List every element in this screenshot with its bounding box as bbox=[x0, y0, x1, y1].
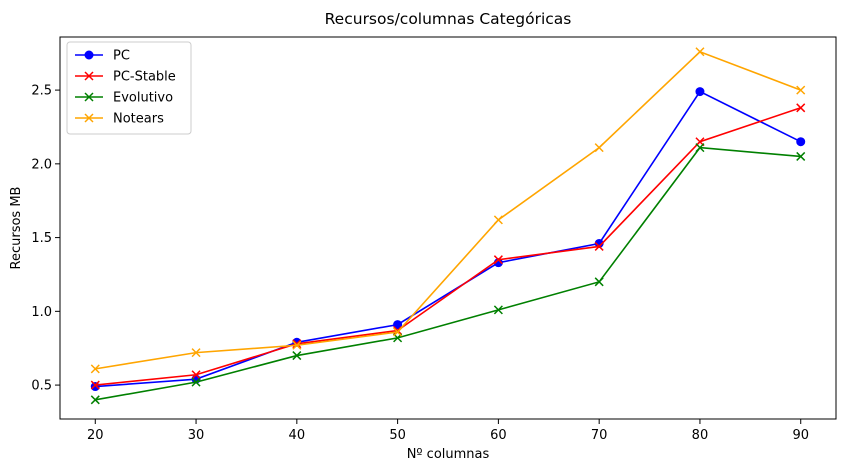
legend-marker bbox=[84, 71, 94, 81]
x-tick-label: 60 bbox=[490, 428, 507, 443]
y-tick-label: 1.5 bbox=[31, 231, 52, 246]
y-tick-label: 2.5 bbox=[31, 84, 52, 99]
x-tick-label: 30 bbox=[188, 428, 205, 443]
x-tick-label: 90 bbox=[792, 428, 809, 443]
legend-marker bbox=[84, 92, 94, 102]
data-point bbox=[90, 364, 100, 374]
data-point bbox=[695, 87, 705, 97]
data-point bbox=[191, 370, 201, 380]
data-point bbox=[796, 151, 806, 161]
series-pc-stable bbox=[90, 103, 806, 390]
series-evolutivo bbox=[90, 143, 806, 405]
series-line bbox=[95, 107, 801, 386]
series-line bbox=[95, 146, 801, 401]
legend-label: Evolutivo bbox=[113, 91, 173, 106]
legend-marker bbox=[84, 50, 94, 60]
x-tick-label: 80 bbox=[692, 428, 709, 443]
x-tick-label: 40 bbox=[289, 428, 306, 443]
plot-area: 20 30 40 50 60 70 80 90 0.5 1.0 1.5 2.0 2.5 PC PC-Stab… bbox=[31, 36, 837, 443]
chart-title: Recursos/columnas Categóricas bbox=[325, 10, 572, 28]
series-line bbox=[95, 50, 802, 370]
data-point bbox=[493, 255, 503, 265]
axes-frame bbox=[59, 36, 837, 420]
data-point bbox=[493, 215, 503, 225]
y-tick-label: 0.5 bbox=[31, 379, 52, 394]
y-tick-label: 1.0 bbox=[31, 305, 52, 320]
data-point bbox=[594, 241, 604, 251]
x-axis-label: Nº columnas bbox=[407, 447, 490, 462]
data-point bbox=[594, 277, 604, 287]
data-point bbox=[393, 320, 403, 330]
data-point bbox=[90, 380, 100, 390]
data-point bbox=[292, 339, 302, 349]
legend-label: PC-Stable bbox=[113, 70, 176, 85]
data-point bbox=[393, 327, 403, 337]
series-line bbox=[95, 90, 802, 388]
data-point bbox=[695, 143, 705, 153]
series-notears bbox=[90, 47, 806, 374]
data-point bbox=[493, 305, 503, 315]
legend: PC PC-Stable Evolutivo Notears bbox=[66, 41, 192, 135]
data-point bbox=[191, 348, 201, 358]
data-point bbox=[191, 377, 201, 387]
x-tick-label: 20 bbox=[87, 428, 104, 443]
x-tick-label: 70 bbox=[591, 428, 608, 443]
data-point bbox=[796, 137, 806, 147]
data-point bbox=[292, 351, 302, 361]
data-point bbox=[796, 103, 806, 113]
y-tick-label: 2.0 bbox=[31, 157, 52, 172]
series-pc bbox=[90, 87, 806, 392]
legend-box bbox=[66, 41, 192, 135]
legend-marker bbox=[84, 113, 94, 123]
data-point bbox=[796, 85, 806, 95]
data-point bbox=[90, 382, 100, 392]
data-point bbox=[90, 395, 100, 405]
data-point bbox=[292, 340, 302, 350]
data-point bbox=[695, 47, 705, 57]
legend-label: Notears bbox=[113, 112, 164, 127]
data-point bbox=[594, 143, 604, 153]
x-tick-label: 50 bbox=[389, 428, 406, 443]
legend-label: PC bbox=[113, 49, 130, 64]
y-axis-label: Recursos MB bbox=[9, 187, 24, 270]
